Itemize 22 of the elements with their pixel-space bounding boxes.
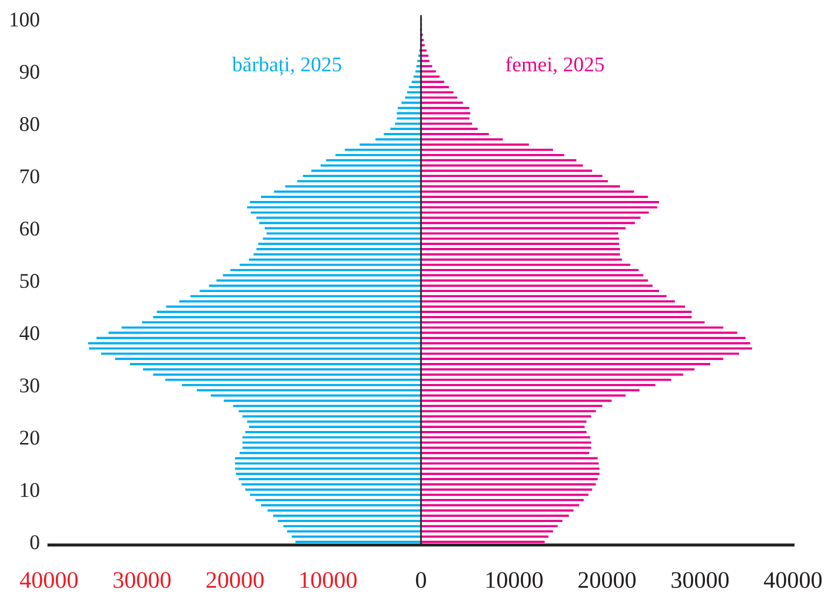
y-tick-label: 90 — [20, 64, 40, 79]
y-tick-label: 0 — [30, 535, 40, 550]
y-tick-label: 20 — [20, 430, 40, 445]
y-tick-label: 30 — [20, 378, 40, 392]
y-tick-label: 80 — [20, 117, 40, 132]
x-tick-label: 30000 — [672, 572, 729, 588]
x-tick-label: 10000 — [486, 572, 543, 588]
text: bărbați, 2025 — [232, 56, 342, 76]
x-tick-label: 20000 — [578, 572, 636, 588]
x-tick-label: 40000 — [20, 572, 78, 588]
x-tick-label: 40000 — [764, 572, 822, 588]
text: femei, 2025 — [506, 56, 604, 74]
x-tick-label: 30000 — [114, 572, 171, 588]
y-tick-label: 40 — [20, 326, 40, 340]
x-tick-label: 10000 — [300, 572, 357, 588]
y-tick-label: 100 — [10, 12, 40, 27]
y-tick-label: 60 — [20, 222, 40, 236]
x-tick-label: 20000 — [206, 572, 264, 588]
y-tick-label: 70 — [20, 169, 40, 184]
x-tick-label: 0 — [416, 572, 426, 588]
y-tick-label: 50 — [20, 274, 40, 288]
y-tick-label: 10 — [20, 482, 40, 498]
